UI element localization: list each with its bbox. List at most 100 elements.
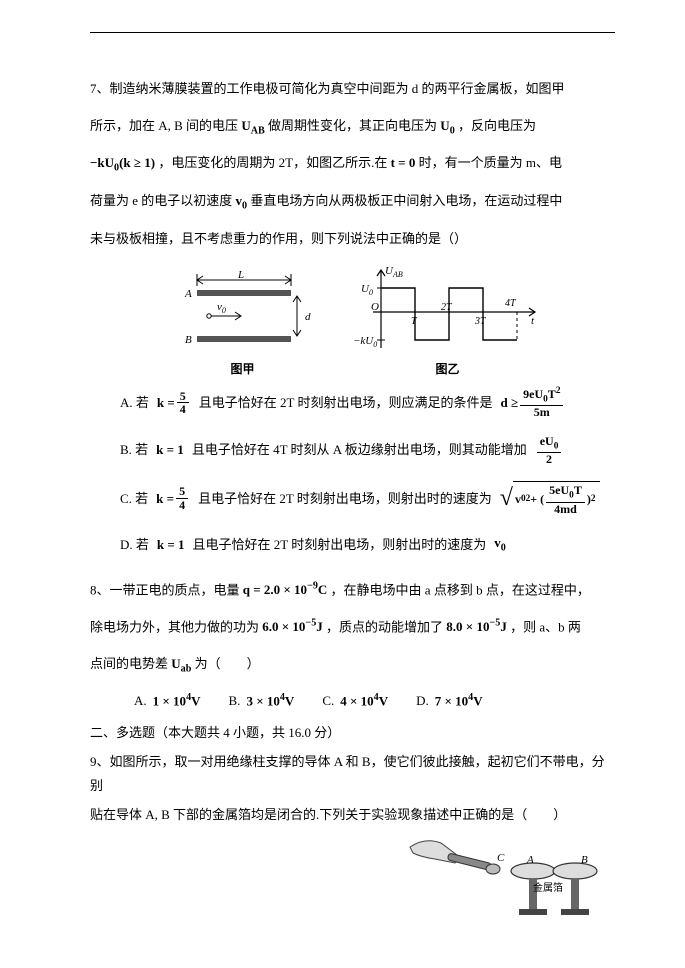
fig-yi-yaxs: AB [391,270,402,279]
q7-l2a: 所示，加在 A, B 间的电压 [90,118,238,133]
q9-B: B [581,854,588,866]
q7b-k: k = 1 [156,438,184,461]
fig-yi-t: t [531,315,535,327]
q7-figures: L A B v0 d 图甲 [90,262,615,377]
fig-jia-L: L [236,270,243,281]
q7a-rn: 9eU [523,387,543,401]
q7-l4a: 荷量为 e 的电子以初速度 [90,193,232,208]
q8-oc-u: V [379,693,388,708]
q8-qu: C [318,582,327,597]
q7-u0: U [440,118,449,133]
q7-line1: 7、制造纳米薄膜装置的工作电极可简化为真空中间距为 d 的两平行金属板，如图甲 [90,81,565,96]
q8-l3b: 为（ ） [195,656,260,671]
q9-C: C [497,852,505,864]
q7-uab: U [241,118,250,133]
q7c-plus: + ( [530,489,544,511]
q7b-rns: 0 [554,441,559,451]
fig-yi-T: T [411,316,418,327]
svg-text:UAB: UAB [385,265,403,279]
q8-oc-l: C. [322,693,334,709]
fig-yi-ku0s: 0 [373,340,377,349]
q8-od-u: V [473,693,482,708]
sqrt-icon: √ [500,486,513,510]
q7-p5: 未与极板相撞，且不考虑重力的作用，则下列说法中正确的是（） [90,223,615,256]
q7-uab-sub: AB [251,125,265,136]
q7c-k: k = [156,487,174,510]
q7-p4: 荷量为 e 的电子以初速度 v0 垂直电场方向从两极板正中间射入电场，在运动过程… [90,185,615,219]
q7-opt-d: D. 若 k = 1 且电子恰好在 2T 时刻射出电场，则射出时的速度为 v0 [120,531,615,558]
q7-l2c: ，反向电压为 [458,118,536,133]
q7-fig-jia-wrap: L A B v0 d 图甲 [163,270,323,377]
q9-foil: 金属箔 [533,881,563,894]
q7-v0s: 0 [242,201,247,212]
fig-yi-u0s: 0 [368,288,372,297]
q7-fig-jia: L A B v0 d [163,270,323,358]
svg-text:v0: v0 [217,301,226,315]
fig-yi-ku0: −kU [353,335,374,347]
q8-l2a: 除电场力外，其他力做的功为 [90,619,259,634]
q8-w1u: J [316,619,323,634]
q7a-rd: 5m [531,406,553,419]
fig-jia-A: A [184,288,192,300]
q7c-mid: 且电子恰好在 2T 时刻射出电场，则射出时的速度为 [198,487,492,510]
q7b-mid: 且电子恰好在 4T 时刻从 A 板边缘射出电场，则其动能增加 [192,438,527,461]
q9-p2: 贴在导体 A, B 下部的金属箔均是闭合的.下列关于实验现象描述中正确的是（ ） [90,803,615,826]
fig-jia-cap: 图甲 [163,360,323,377]
fig-jia-v0s: 0 [221,306,225,315]
fig-yi-4T: 4T [505,298,517,309]
q8-p3: 点间的电势差 Uab 为（ ） [90,648,615,682]
q7d-v0s: 0 [501,543,506,554]
q7-l4b: 垂直电场方向从两极板正中间射入电场，在运动过程中 [250,193,562,208]
q7c-fn: 5 [176,485,188,499]
q9-figure: C A B 金属箔 [405,835,605,925]
q7-fig-yi-wrap: UAB t U0 −kU0 O [353,262,543,377]
q8-oa-l: A. [134,693,147,709]
section-2-title: 二、多选题（本大题共 4 小题，共 16.0 分） [90,721,615,744]
q8-l2c: ，则 a、b 两 [510,619,581,634]
q7a-fd: 4 [177,403,189,416]
q7-l3b: ，电压变化的周期为 2T，如图乙所示.在 [158,155,387,170]
q8-w2u: J [500,619,507,634]
q8-l1a: 8、一带正电的质点，电量 [90,582,240,597]
q7a-lead: A. 若 [120,391,149,414]
q8-l2b: ，质点的动能增加了 [326,619,443,634]
fig-yi-O: O [371,301,379,313]
q7c-lead: C. 若 [120,487,148,510]
q7-opt-a: A. 若 k = 54 且电子恰好在 2T 时刻射出电场，则应满足的条件是 d … [120,387,615,419]
q7-opt-c: C. 若 k = 54 且电子恰好在 2T 时刻射出电场，则射出时的速度为 √ … [120,481,615,515]
fig-yi-cap: 图乙 [353,360,543,377]
q7c-sd: 4md [551,503,580,516]
q7b-rn: eU [540,434,554,448]
q7-p2: 所示，加在 A, B 间的电压 UAB 做周期性变化，其正向电压为 U0 ，反向… [90,110,615,144]
q7d-mid: 且电子恰好在 2T 时刻射出电场，则射出时的速度为 [193,533,487,556]
q7c-cls: 2 [591,491,596,508]
q9-A: A [526,854,534,866]
q8-w2s: −5 [489,618,500,629]
q7-u0-sub: 0 [450,125,455,136]
q8-w1: 6.0 × 10 [262,619,305,634]
q7a-rnt: T [548,387,556,401]
q7d-k: k = 1 [157,533,185,556]
fig-jia-d: d [305,311,311,323]
q7a-k: k = [157,391,175,414]
q8-uabs: ab [181,663,192,674]
q7c-snt: T [574,483,582,497]
q7-p3: −kU0(k ≥ 1) ，电压变化的周期为 2T，如图乙所示.在 t = 0 时… [90,147,615,181]
q8-ob-u: V [285,693,294,708]
q8-l3a: 点间的电势差 [90,656,168,671]
fig-yi-3T: 3T [474,316,487,327]
svg-text:U0: U0 [361,283,373,297]
q7c-fd: 4 [176,499,188,512]
q9-p1: 9、如图所示，取一对用绝缘柱支撑的导体 A 和 B，使它们彼此接触，起初它们不带… [90,750,615,797]
q8-oc-v: 4 × 10 [340,693,373,708]
q7a-mid: 且电子恰好在 2T 时刻射出电场，则应满足的条件是 [199,391,493,414]
q8-qs: −9 [307,581,318,592]
q7c-sn: 5eU [549,483,569,497]
q8-od-v: 7 × 10 [435,693,468,708]
q7d-lead: D. 若 [120,533,149,556]
fig-yi-2T: 2T [441,302,453,313]
q7-l3-t0: t = 0 [391,155,416,170]
q8-p1: 8、一带正电的质点，电量 q = 2.0 × 10−9C ，在静电场中由 a 点… [90,574,615,607]
q7b-rd: 2 [543,453,555,466]
q8-ob-l: B. [229,693,241,709]
